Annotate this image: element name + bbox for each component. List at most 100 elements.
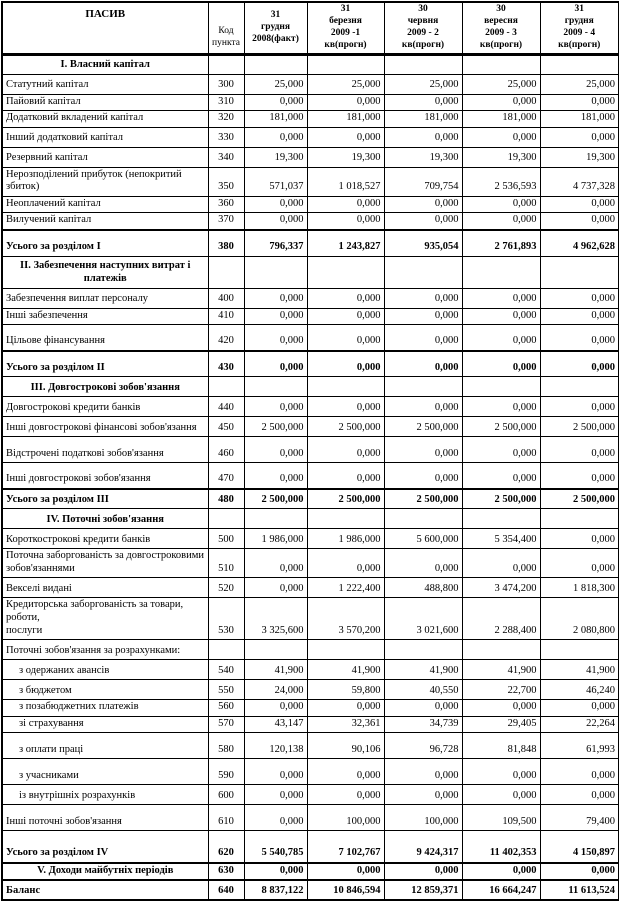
row-value: 0,000 (243, 212, 308, 231)
row-value: 3 021,600 (383, 597, 463, 641)
row-value: 0,000 (306, 462, 385, 490)
row-value: 2 500,000 (539, 487, 619, 510)
row-value: 11 613,524 (539, 879, 619, 901)
row-value: 0,000 (539, 784, 619, 806)
row-value: 0,000 (383, 126, 463, 148)
row-value: 181,000 (539, 110, 619, 128)
table-row: Інші поточні зобов'язання 610 0,000 100,0… (1, 804, 619, 832)
table-row: з оплати праці 580 120,138 90,106 96,728 81… (1, 732, 619, 760)
row-value: 0,000 (383, 699, 463, 717)
row-value: 0,000 (243, 93, 308, 112)
row-value (539, 639, 619, 661)
row-value: 181,000 (306, 110, 385, 128)
table-row: V. Доходи майбутніх періодів 630 0,000 0,… (1, 861, 619, 881)
row-value: 5 600,000 (383, 528, 463, 550)
table-row: Усього за розділом I 380 796,337 1 243,82… (1, 229, 619, 257)
row-code: 470 (207, 462, 245, 490)
row-value: 25,000 (243, 73, 308, 95)
row-code: 510 (207, 548, 245, 579)
row-value: 1 243,827 (306, 229, 385, 257)
row-value (461, 639, 541, 661)
row-value: 0,000 (243, 784, 308, 806)
row-value: 41,900 (243, 659, 308, 681)
table-row: зі страхування 570 43,147 32,361 34,739 29,… (1, 715, 619, 734)
row-value: 0,000 (306, 396, 385, 418)
row-value: 0,000 (243, 861, 308, 881)
row-code: 560 (207, 699, 245, 717)
row-value: 0,000 (306, 699, 385, 717)
row-value (383, 376, 463, 398)
row-value: 0,000 (243, 349, 308, 378)
row-value: 24,000 (243, 679, 308, 701)
row-value: 8 837,122 (243, 879, 308, 901)
row-value: 0,000 (383, 462, 463, 490)
row-value: 0,000 (539, 287, 619, 309)
row-value: 0,000 (383, 324, 463, 352)
row-value: 34,739 (383, 715, 463, 734)
column-header-code: Код пункта (207, 1, 245, 56)
row-code: 600 (207, 784, 245, 806)
row-value (306, 53, 385, 75)
row-value: 488,800 (383, 577, 463, 599)
row-value: 0,000 (383, 436, 463, 464)
row-code: 610 (207, 804, 245, 832)
table-row: Усього за розділом III 480 2 500,000 2 50… (1, 487, 619, 510)
row-value: 0,000 (383, 287, 463, 309)
row-value: 0,000 (243, 287, 308, 309)
row-value: 709,754 (383, 166, 463, 197)
row-label: Нерозподілений прибуток (непокритий збит… (1, 166, 209, 197)
row-value (461, 255, 541, 289)
row-value: 0,000 (461, 436, 541, 464)
row-label: Резервний капітал (1, 146, 209, 168)
row-label: III. Довгострокові зобов'язання (1, 376, 209, 398)
row-code: 540 (207, 659, 245, 681)
row-value: 0,000 (539, 195, 619, 214)
row-value: 41,900 (383, 659, 463, 681)
row-value: 11 402,353 (461, 830, 541, 864)
column-header-period: 31 грудня 2009 - 4 кв(прогн) (539, 1, 619, 56)
row-label: Цільове фінансування (1, 324, 209, 352)
row-code: 350 (207, 166, 245, 197)
column-header-period: 31 березня 2009 -1 кв(прогн) (306, 1, 385, 56)
row-value: 0,000 (383, 93, 463, 112)
row-code: 320 (207, 110, 245, 128)
row-value: 0,000 (383, 349, 463, 378)
row-code: 410 (207, 307, 245, 326)
row-value: 0,000 (243, 804, 308, 832)
row-value: 46,240 (539, 679, 619, 701)
row-value: 16 664,247 (461, 879, 541, 901)
row-value: 90,106 (306, 732, 385, 760)
row-value: 25,000 (461, 73, 541, 95)
row-value: 0,000 (243, 324, 308, 352)
table-row: Поточні зобов'язання за розрахунками: (1, 639, 619, 661)
row-code (207, 376, 245, 398)
row-code: 360 (207, 195, 245, 214)
row-value: 32,361 (306, 715, 385, 734)
row-value: 19,300 (539, 146, 619, 168)
row-value: 0,000 (461, 212, 541, 231)
row-value: 1 986,000 (306, 528, 385, 550)
row-value: 5 540,785 (243, 830, 308, 864)
row-value: 0,000 (539, 349, 619, 378)
row-value: 100,000 (306, 804, 385, 832)
row-label: Додатковий вкладений капітал (1, 110, 209, 128)
row-value: 19,300 (243, 146, 308, 168)
row-code (207, 53, 245, 75)
row-code: 570 (207, 715, 245, 734)
row-value: 22,264 (539, 715, 619, 734)
row-code: 370 (207, 212, 245, 231)
table-row: Забезпечення виплат персоналу 400 0,000 0… (1, 287, 619, 309)
row-value: 0,000 (306, 126, 385, 148)
row-label: Короткострокові кредити банків (1, 528, 209, 550)
row-code: 330 (207, 126, 245, 148)
table-row: Неоплачений капітал 360 0,000 0,000 0,000 0… (1, 195, 619, 214)
row-value: 0,000 (306, 784, 385, 806)
row-label: Статутний капітал (1, 73, 209, 95)
row-code: 380 (207, 229, 245, 257)
row-value: 0,000 (461, 396, 541, 418)
row-value: 5 354,400 (461, 528, 541, 550)
row-value: 61,993 (539, 732, 619, 760)
row-value: 100,000 (383, 804, 463, 832)
row-value: 0,000 (539, 699, 619, 717)
